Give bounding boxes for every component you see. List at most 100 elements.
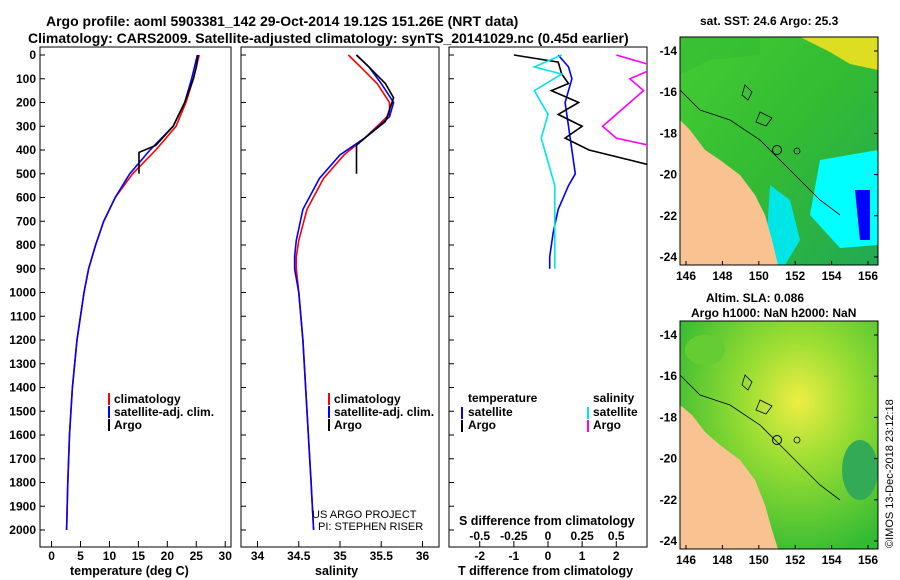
map-y-tick-label: -14 (660, 44, 678, 58)
sla-low-patch (685, 335, 725, 365)
series-line-satellite-adj-clim- (293, 54, 395, 531)
series-line-salinity-satellite (531, 54, 564, 269)
depth-tick-label: 800 (16, 238, 36, 252)
x-tick-label: 34.5 (287, 549, 311, 563)
map-x-tick-label: 156 (858, 553, 878, 567)
sst-isobath (679, 89, 841, 216)
map-y-tick-label: -22 (660, 493, 678, 507)
depth-tick-label: 0 (29, 48, 36, 62)
series-line-climatology (65, 54, 200, 531)
x-tick-label: 20 (161, 549, 175, 563)
credit-project: US ARGO PROJECT (312, 509, 417, 521)
x-tick-label: 35 (333, 549, 347, 563)
difference-x-axis: -2 -1 0 1 2 -0.5 -0.25 0 0.25 0.5 (469, 529, 625, 563)
salinity-legend: climatology satellite-adj. clim. Argo (328, 392, 434, 432)
sst-map-frame (679, 36, 879, 266)
map-x-tick-label: 150 (749, 269, 769, 283)
legend-t-argo: Argo (468, 418, 496, 432)
x-tick-label: -1 (509, 549, 520, 563)
depth-tick-label: 1300 (9, 357, 36, 371)
difference-legend: temperature satellite Argo salinity sate… (461, 391, 638, 432)
s-tick-label: 0 (545, 529, 552, 543)
x-tick-label: -2 (474, 549, 485, 563)
legend-salinity-title: salinity (593, 391, 635, 405)
legend-temperature-title: temperature (468, 391, 538, 405)
map-x-tick-label: 146 (676, 553, 696, 567)
s-tick-label: -0.25 (500, 529, 528, 543)
x-tick-label: 1 (579, 549, 586, 563)
map-y-tick-label: -16 (660, 369, 678, 383)
difference-panel: -2 -1 0 1 2 -0.5 -0.25 0 0.25 0.5 T difference fr… (448, 46, 648, 578)
salinity-xlabel: salinity (315, 564, 358, 578)
x-tick-label: 0 (545, 549, 552, 563)
x-tick-label: 25 (190, 549, 204, 563)
map-y-tick-label: -16 (660, 85, 678, 99)
sst-profile-marker (772, 145, 782, 155)
x-tick-label: 36 (416, 549, 430, 563)
legend-climatology: climatology (334, 392, 401, 406)
s-tick-label: 0.5 (608, 529, 625, 543)
x-tick-label: 15 (132, 549, 146, 563)
depth-tick-label: 1800 (9, 476, 36, 490)
depth-axis: 0 100 200 300 400 500 600 700 800 900 1000 1100 1200… (9, 48, 454, 537)
credit-pi: PI: STEPHEN RISER (318, 521, 423, 533)
depth-tick-label: 200 (16, 96, 36, 110)
sst-reef-marker (793, 147, 801, 155)
series-line-temperature-argo (513, 54, 647, 166)
x-tick-label: 0 (48, 549, 55, 563)
map-x-tick-label: 152 (785, 269, 805, 283)
map-y-tick-label: -18 (660, 126, 678, 140)
sla-east-patch (842, 440, 878, 500)
legend-s-argo: Argo (593, 418, 621, 432)
sla-reef-outlines (741, 374, 773, 415)
legend-argo: Argo (114, 418, 142, 432)
sst-land (680, 120, 778, 265)
difference-xlabel: T difference from climatology (458, 564, 633, 578)
depth-tick-label: 100 (16, 72, 36, 86)
depth-tick-label: 1100 (10, 309, 36, 323)
sla-isobath (679, 374, 841, 501)
temperature-x-axis: 0 5 10 15 20 25 30 (48, 541, 232, 563)
sst-warm-patch (800, 37, 878, 70)
map-y-tick-label: -20 (660, 168, 678, 182)
salinity-series (293, 54, 395, 531)
temperature-legend: climatology satellite-adj. clim. Argo (108, 392, 214, 432)
temperature-panel: 0100200300400500600700800900100011001200… (9, 46, 454, 578)
salinity-plot-frame (240, 46, 440, 548)
legend-satellite-adj-clim: satellite-adj. clim. (114, 405, 214, 419)
map-y-tick-label: -18 (660, 410, 678, 424)
x-tick-label: 2 (613, 549, 620, 563)
salinity-x-axis: 34 34.5 35 35.5 36 (251, 541, 430, 563)
sst-map-title: sat. SST: 24.6 Argo: 25.3 (700, 14, 839, 28)
legend-satellite-adj-clim: satellite-adj. clim. (334, 405, 434, 419)
x-tick-label: 5 (77, 549, 84, 563)
series-line-salinity-argo (601, 54, 647, 146)
difference-plot-frame (448, 46, 648, 548)
series-line-temperature-satellite (548, 54, 577, 269)
temperature-xlabel: temperature (deg C) (70, 564, 189, 578)
depth-tick-label: 1400 (9, 381, 36, 395)
map-x-tick-label: 154 (822, 553, 842, 567)
map-x-tick-label: 148 (712, 553, 732, 567)
depth-tick-label: 900 (16, 262, 36, 276)
s-tick-label: 0.25 (570, 529, 594, 543)
sst-map: sat. SST: 24.6 Argo: 25.3 146 148 150 152 15… (660, 14, 879, 283)
depth-tick-label: 2000 (9, 523, 36, 537)
sla-map-axes: 146 148 150 152 154 156 -14 -16 -18 -20 -22 -24 (660, 328, 879, 567)
x-tick-label: 10 (103, 549, 117, 563)
x-tick-label: 35.5 (370, 549, 394, 563)
map-y-tick-label: -24 (660, 534, 678, 548)
sla-land (680, 405, 778, 549)
sst-reef-outlines (741, 84, 773, 127)
sla-reef-marker (793, 436, 801, 444)
depth-tick-label: 1700 (9, 452, 36, 466)
sst-coastal-cool-patch (765, 185, 800, 265)
s-tick-label: -0.5 (469, 529, 490, 543)
legend-climatology: climatology (114, 392, 181, 406)
sla-map-title-1: Altim. SLA: 0.086 (706, 291, 804, 305)
difference-series (513, 54, 647, 269)
sst-cold-patch (855, 190, 870, 240)
depth-tick-label: 300 (16, 119, 36, 133)
depth-tick-label: 700 (16, 214, 36, 228)
